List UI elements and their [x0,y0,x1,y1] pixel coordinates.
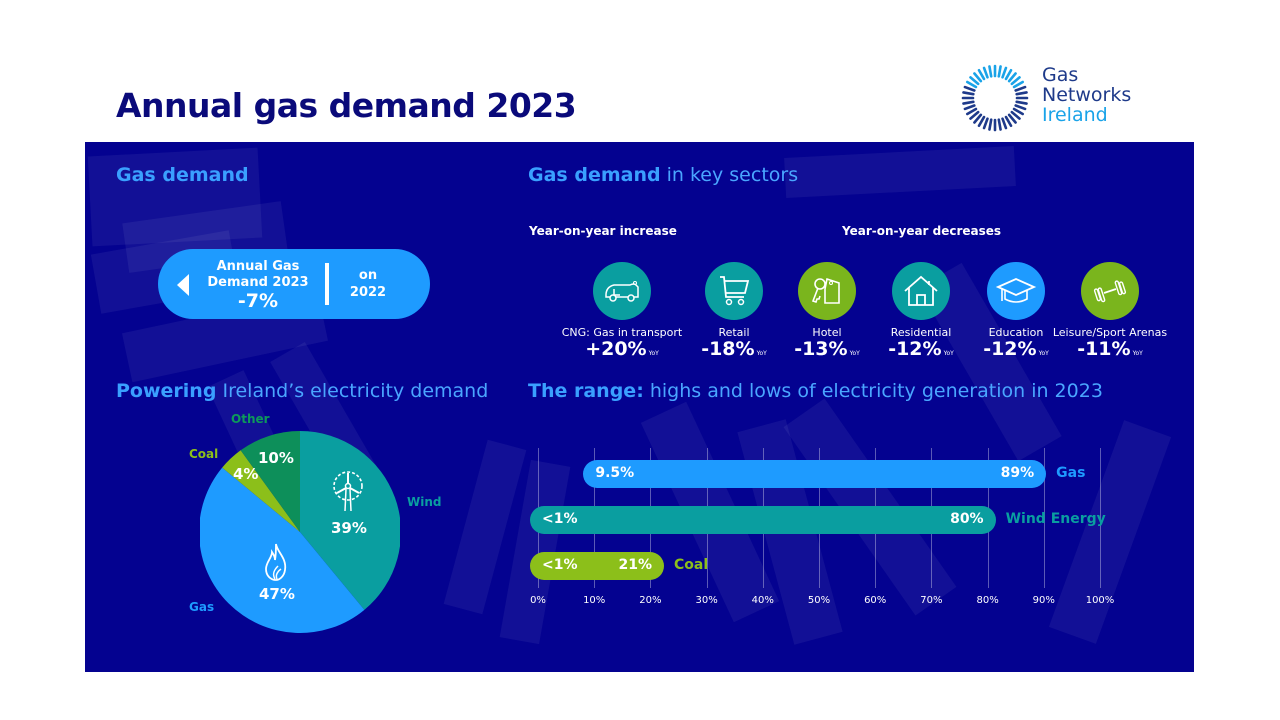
pie-value-coal: 4% [233,465,259,483]
arrow-left-icon [177,274,189,296]
range-low-label: <1% [542,511,578,527]
x-tick-label: 20% [639,595,662,606]
sector-value: -11% [1077,338,1131,360]
x-tick-label: 90% [1032,595,1055,606]
annual-demand-badge: Annual Gas Demand 2023 -7% on 2022 [158,249,430,319]
gridline [1100,448,1101,588]
badge-line1: Annual Gas [216,259,300,274]
range-bar: 9.5% 89% [583,460,1047,488]
x-tick-label: 10% [583,595,606,606]
logo-text-networks: Networks [1042,84,1132,106]
x-tick-label: 0% [530,595,546,606]
page-title: Annual gas demand 2023 [116,86,577,125]
badge-compare-line2: 2022 [349,285,387,300]
sector-unit: YoY [1132,350,1143,357]
dumbbell-icon [1093,280,1127,303]
graduation-cap-icon [995,278,1037,303]
sector-label: Residential [890,326,952,339]
sector-item: CNG: Gas in transport +20% YoY [557,262,687,364]
house-icon [904,275,938,306]
gas-demand-heading: Gas demand [116,164,249,186]
sector-item: Retail -18% YoY [669,262,799,364]
sector-value: -18% [701,338,755,360]
badge-compare-line1: on [358,268,378,283]
sector-item: Hotel -13% YoY [762,262,892,364]
gas-networks-ireland-logo: Gas Networks Ireland [960,63,1160,133]
shopping-cart-icon [720,276,750,306]
decorative-shape [1048,420,1172,644]
pie-label-wind: Wind [407,495,442,509]
wind-turbine-icon [333,471,363,512]
pie-slice-coal [222,450,300,532]
pie-slice-gas [200,467,365,633]
sector-unit: YoY [648,350,659,357]
range-high-label: 21% [618,557,653,573]
range-low-label: <1% [542,557,578,573]
gridline [1043,448,1045,588]
x-tick-label: 60% [864,595,887,606]
electricity-pie-chart [200,431,400,633]
range-bar: <1% 80% [530,506,996,534]
sectors-heading: Gas demand in key sectors [528,164,799,186]
sector-value: +20% [585,338,647,360]
pie-value-other: 10% [258,449,294,467]
sector-value: -13% [794,338,848,360]
sector-label: Leisure/Sport Arenas [1052,326,1168,339]
sector-unit: YoY [849,350,860,357]
range-series-name: Coal [674,557,709,573]
infographic-panel: Gas demand Annual Gas Demand 2023 -7% on 2… [85,142,1194,672]
range-high-label: 80% [950,511,984,527]
x-tick-label: 40% [751,595,774,606]
pie-slice-wind [300,431,400,610]
van-icon [605,281,639,302]
x-tick-label: 100% [1085,595,1115,606]
flame-icon [265,543,287,581]
range-high-label: 89% [1000,465,1035,481]
pie-label-gas: Gas [189,600,215,614]
sector-unit: YoY [756,350,767,357]
badge-value: -7% [237,290,279,312]
decorative-shape [784,146,1016,198]
logo-ring-icon [961,64,1029,132]
decrease-label: Year-on-year decreases [842,224,1002,238]
range-low-label: 9.5% [595,465,635,481]
sector-unit: YoY [943,350,954,357]
increase-label: Year-on-year increase [529,224,677,238]
logo-text-gas: Gas [1042,64,1079,86]
sector-label: Education [988,326,1044,339]
sector-label: Hotel [812,326,842,339]
x-tick-label: 50% [807,595,831,606]
sector-label: Retail [718,326,750,339]
range-series-name: Gas [1056,465,1086,481]
sector-value: -12% [983,338,1037,360]
sector-item: Leisure/Sport Arenas -11% YoY [1045,262,1175,364]
pie-value-wind: 39% [331,519,367,537]
sector-item: Education -12% YoY [951,262,1081,364]
badge-line2: Demand 2023 [207,275,309,290]
range-heading: The range: highs and lows of electricity… [528,380,1103,402]
x-tick-label: 30% [695,595,718,606]
sector-item: Residential -12% YoY [856,262,986,364]
electricity-heading: Powering Ireland’s electricity demand [116,380,489,402]
sector-value: -12% [888,338,942,360]
x-tick-label: 70% [920,595,943,606]
range-bar: <1% 21% [530,552,665,580]
pie-label-other: Other [231,412,270,426]
pie-label-coal: Coal [189,447,219,461]
sector-label: CNG: Gas in transport [561,326,683,339]
pie-slice-other [240,431,300,532]
hotel-key-icon [811,277,840,304]
logo-text-ireland: Ireland [1042,104,1108,126]
sector-unit: YoY [1038,350,1049,357]
badge-divider [325,263,329,305]
x-tick-label: 80% [976,595,999,606]
range-series-name: Wind Energy [1005,511,1106,527]
pie-value-gas: 47% [259,585,295,603]
